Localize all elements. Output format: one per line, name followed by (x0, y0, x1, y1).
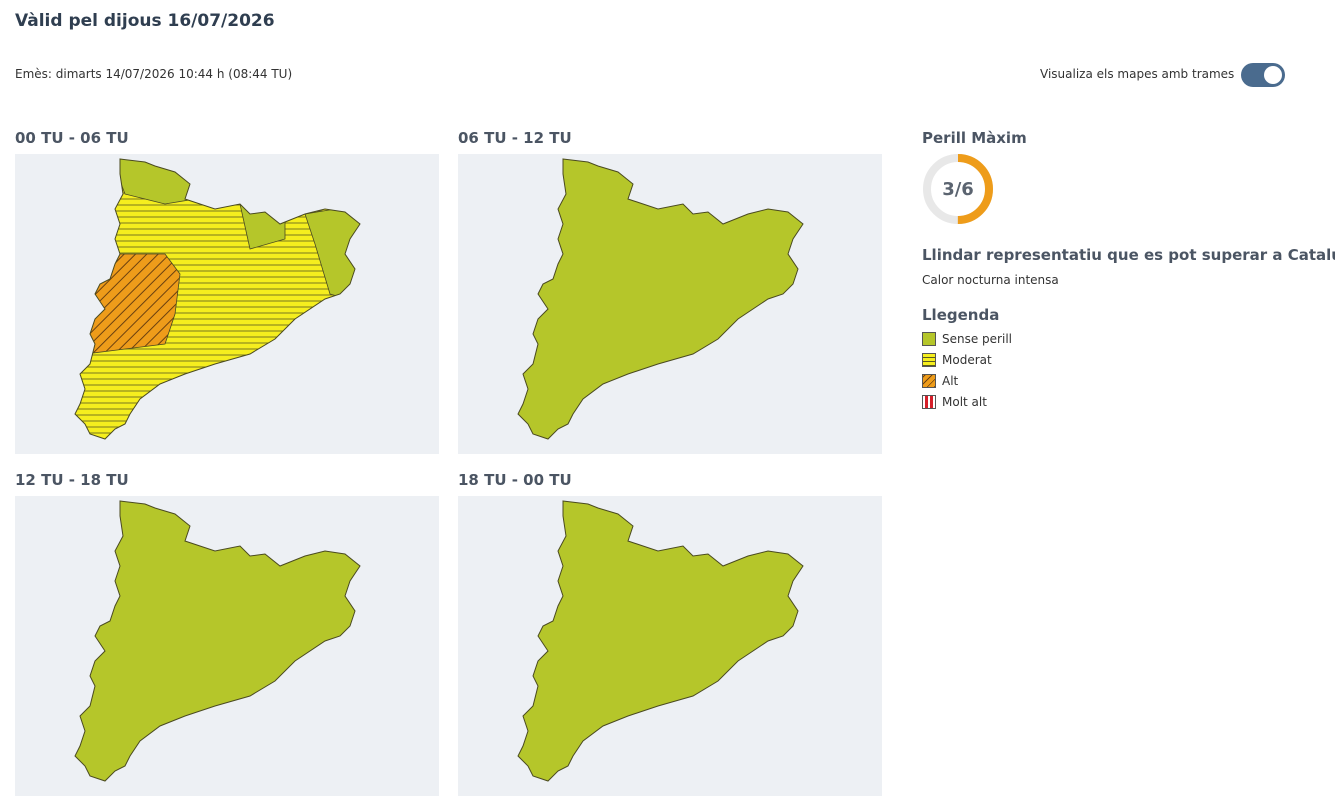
legend-label: Molt alt (942, 395, 987, 409)
map-title: 18 TU - 00 TU (458, 471, 572, 489)
map (458, 154, 882, 454)
legend-swatch (922, 332, 936, 346)
legend-title: Llegenda (922, 306, 1000, 324)
toggle[interactable] (1241, 63, 1285, 87)
toggle-label: Visualiza els mapes amb trames (1040, 67, 1235, 81)
legend-item: Molt alt (922, 395, 987, 409)
gauge: 3/6 (923, 154, 993, 224)
legend-label: Moderat (942, 353, 992, 367)
gauge-label: 3/6 (942, 179, 974, 200)
legend-label: Alt (942, 374, 959, 388)
legend-swatch (922, 395, 936, 409)
map-regions (75, 159, 360, 439)
map (15, 154, 439, 454)
map-title: 00 TU - 06 TU (15, 129, 129, 147)
legend-item: Alt (922, 374, 958, 388)
legend-item: Moderat (922, 353, 992, 367)
threshold-text: Calor nocturna intensa (922, 273, 1059, 287)
title: Vàlid pel dijous 16/07/2026 (15, 11, 275, 31)
legend-label: Sense perill (942, 332, 1012, 346)
max-title: Perill Màxim (922, 129, 1027, 147)
gauge-arc (923, 154, 993, 224)
map (458, 496, 882, 796)
legend-swatch (922, 374, 936, 388)
map (15, 496, 439, 796)
map-title: 12 TU - 18 TU (15, 471, 129, 489)
legend-swatch (922, 353, 936, 367)
toggle-knob (1264, 66, 1282, 84)
legend-item: Sense perill (922, 332, 1012, 346)
threshold-title: Llindar representatiu que es pot superar… (922, 246, 1335, 264)
issued: Emès: dimarts 14/07/2026 10:44 h (08:44 … (15, 67, 293, 81)
map-title: 06 TU - 12 TU (458, 129, 572, 147)
